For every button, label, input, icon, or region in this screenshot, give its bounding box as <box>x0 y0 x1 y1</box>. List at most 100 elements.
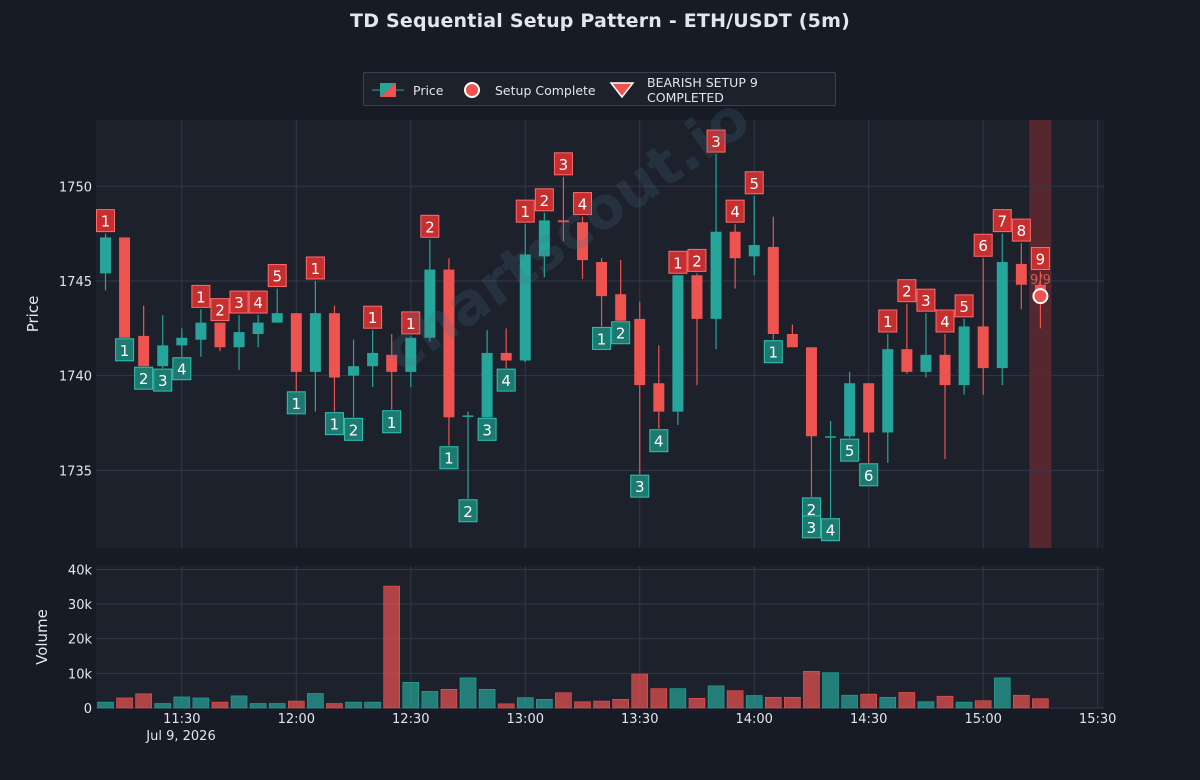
volume-bar <box>574 701 591 709</box>
setup-count-label-bg <box>515 199 535 223</box>
candle-body <box>977 326 989 369</box>
candle-body <box>748 244 760 257</box>
setup-count-label: 3 <box>807 519 817 537</box>
setup-count-label: 4 <box>654 433 664 451</box>
setup-count-label: 2 <box>540 192 550 210</box>
setup-count-label: 6 <box>864 467 874 485</box>
candle-body <box>786 334 798 348</box>
volume-bar <box>307 693 324 709</box>
candle-body <box>157 345 169 367</box>
setup-count-label: 1 <box>120 342 130 360</box>
candle-body <box>252 322 264 334</box>
volume-bar <box>803 670 820 709</box>
triangle-down-icon <box>609 80 635 100</box>
setup-count-label-bg <box>763 340 783 364</box>
setup-count-label: 1 <box>597 330 607 348</box>
setup-count-label: 5 <box>749 175 759 193</box>
price-y-tick-label: 1735 <box>59 464 92 479</box>
setup-count-label-bg <box>382 410 402 434</box>
setup-count-label-bg <box>172 357 192 381</box>
setup-count-label-bg <box>210 298 230 322</box>
legend-label-setup-complete: Setup Complete <box>495 82 596 98</box>
volume-bar <box>822 672 839 709</box>
setup-count-label: 1 <box>330 416 340 434</box>
x-tick-label: 12:30 <box>392 712 429 727</box>
setup-count-label-bg <box>592 326 612 350</box>
x-tick-label: 15:30 <box>1079 712 1116 727</box>
volume-bar <box>707 685 725 709</box>
setup-count-label-bg <box>992 209 1012 233</box>
setup-count-label-bg <box>134 366 154 390</box>
setup-count-label: 1 <box>101 213 111 231</box>
setup-count-label-bg <box>267 264 287 288</box>
volume-bar <box>974 700 992 709</box>
volume-bar <box>1032 698 1049 709</box>
setup-count-label: 3 <box>482 421 492 439</box>
volume-bar <box>1013 694 1030 709</box>
candle-body <box>653 383 665 412</box>
candle-body <box>691 275 703 319</box>
setup-count-label-bg <box>439 446 459 470</box>
candle-body <box>863 383 875 433</box>
candle-body <box>214 322 226 348</box>
volume-bar <box>593 700 610 709</box>
candle-body <box>805 347 817 437</box>
setup-count-label: 3 <box>158 372 168 390</box>
setup-count-label: 2 <box>463 503 473 521</box>
setup-count-label-bg <box>706 129 726 153</box>
candle-body <box>634 318 646 386</box>
setup-count-label-bg <box>897 279 917 303</box>
candle-body <box>233 332 245 348</box>
setup-count-label-bg <box>744 171 764 195</box>
setup-count-label-bg <box>1011 218 1031 242</box>
setup-count-label-bg <box>687 248 707 272</box>
candle-body <box>939 354 951 386</box>
setup-count-label-bg <box>611 321 631 345</box>
setup-count-label: 3 <box>635 478 645 496</box>
candle-body <box>538 220 550 257</box>
setup-count-label: 4 <box>826 522 836 540</box>
legend-item-price: Price <box>372 73 444 107</box>
setup-count-label-bg <box>191 284 211 308</box>
setup-count-label-bg <box>286 391 306 415</box>
volume-bar <box>669 688 687 709</box>
setup-count-label-bg <box>935 309 955 333</box>
setup-count-label-bg <box>401 311 421 335</box>
setup-count-label-bg <box>630 474 650 498</box>
price-y-tick-label: 1745 <box>59 275 92 290</box>
setup-count-label: 3 <box>921 292 931 310</box>
setup-count-label: 2 <box>349 421 359 439</box>
legend-item-setup-complete: Setup Complete <box>462 73 596 107</box>
x-tick-label: 15:00 <box>964 712 1001 727</box>
setup-count-label-bg <box>420 214 440 238</box>
setup-count-label: 1 <box>368 309 378 327</box>
volume-bar <box>497 703 515 709</box>
setup-count-label-bg <box>840 438 860 462</box>
volume-bar <box>402 682 420 709</box>
volume-bar <box>478 688 496 709</box>
volume-bar <box>650 688 668 709</box>
x-tick-label: 14:30 <box>850 712 887 727</box>
volume-bar <box>97 701 114 709</box>
legend-label-price: Price <box>413 82 444 98</box>
volume-bar <box>230 695 248 709</box>
chart-legend: Price Setup Complete BEARISH SETUP 9 COM… <box>363 72 836 106</box>
volume-bar <box>211 701 229 709</box>
setup-count-label: 3 <box>711 133 721 151</box>
setup-count-label-bg <box>859 463 879 487</box>
setup-count-label: 4 <box>501 372 511 390</box>
price-axis-label: Price <box>24 296 42 333</box>
setup-count-label: 2 <box>616 325 626 343</box>
candle-body <box>825 436 837 438</box>
candlestick-icon <box>372 80 404 100</box>
setup-count-label-bg <box>248 290 268 314</box>
volume-y-tick-label: 20k <box>68 633 93 648</box>
chart-title: TD Sequential Setup Pattern - ETH/USDT (… <box>350 10 850 32</box>
setup-count-label: 2 <box>807 501 817 519</box>
volume-bar <box>993 677 1011 709</box>
candle-body <box>557 220 569 223</box>
candle-body <box>328 313 340 378</box>
setup-count-label: 4 <box>578 196 588 214</box>
setup-complete-label: 9/9 <box>1030 273 1051 288</box>
setup-count-label-bg <box>153 368 173 392</box>
